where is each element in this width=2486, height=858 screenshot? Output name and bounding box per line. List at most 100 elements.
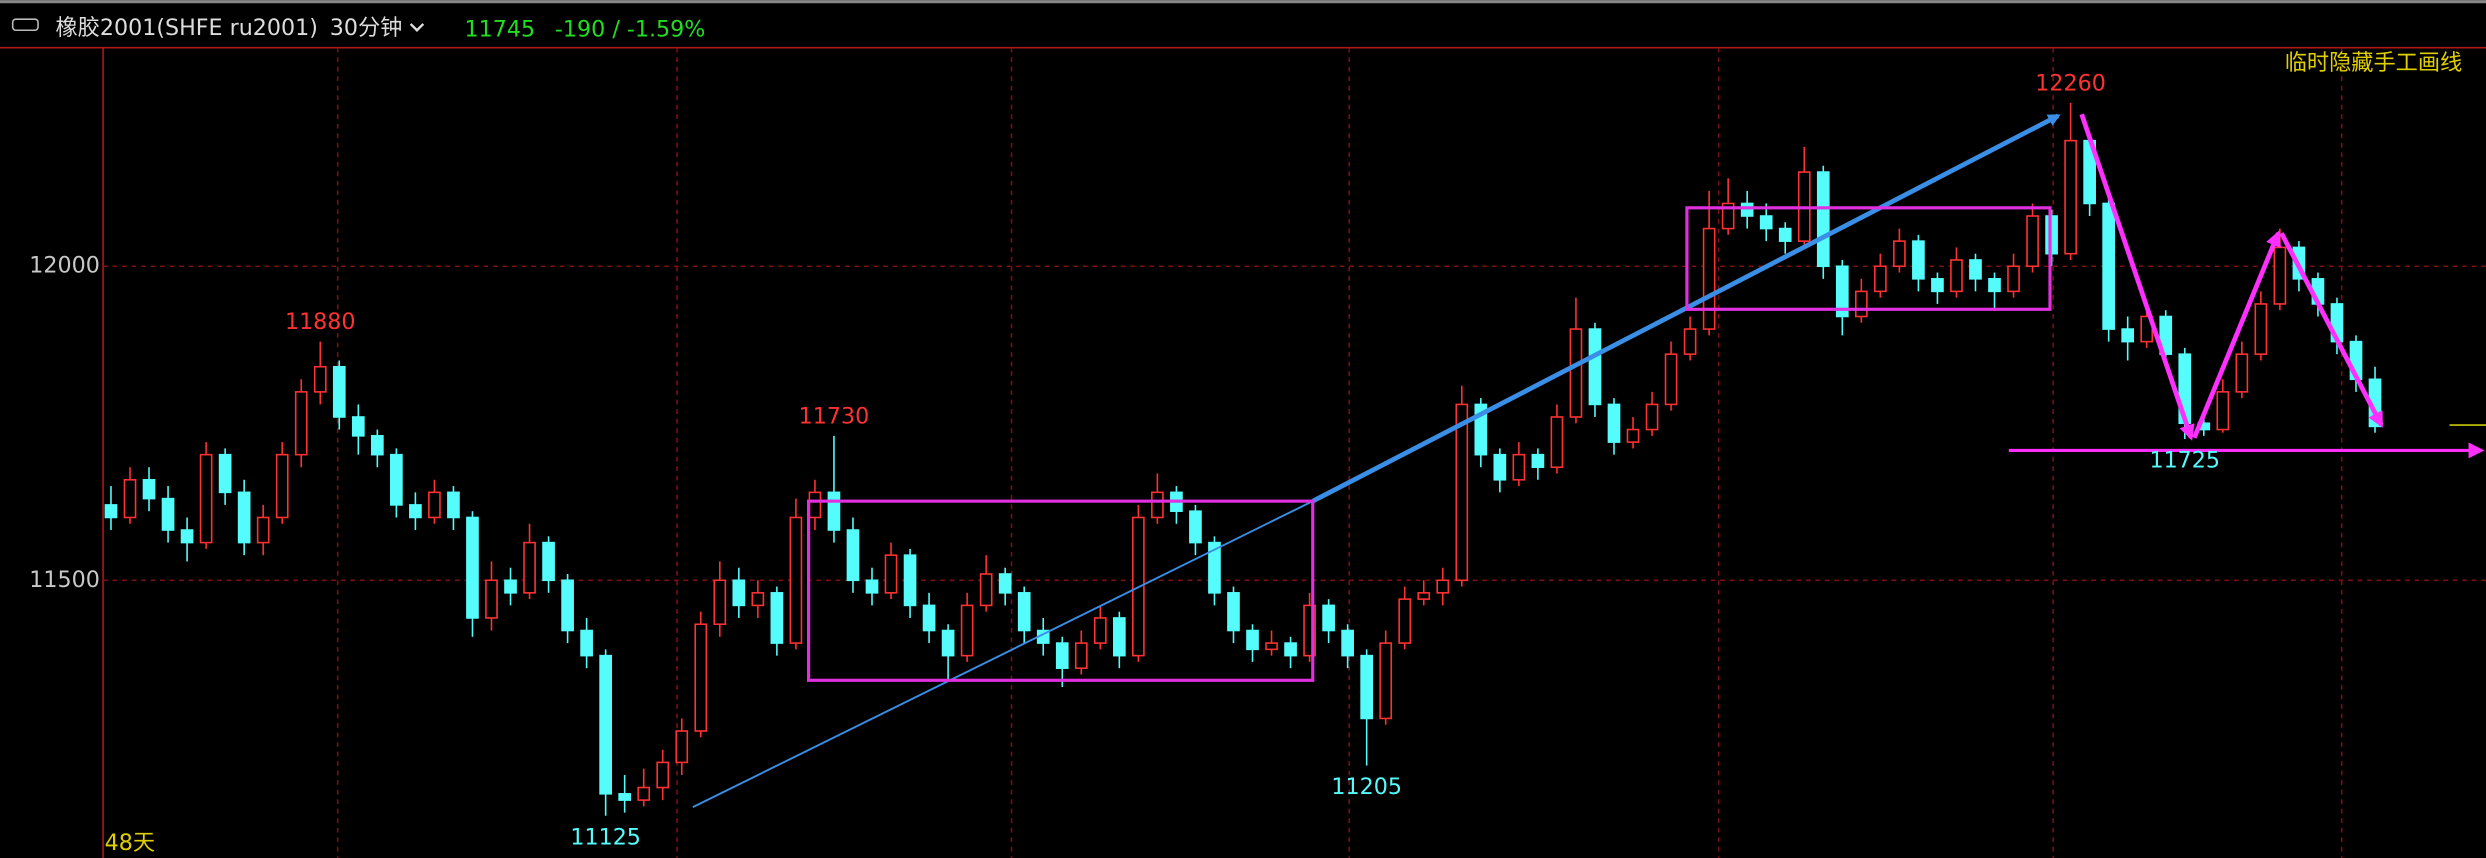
candle-body xyxy=(1417,592,1431,600)
candle-body xyxy=(884,554,898,594)
price-annotation: 11730 xyxy=(799,403,870,429)
candle-body xyxy=(1398,598,1412,644)
hide-drawings-button[interactable]: 临时隐藏手工画线 xyxy=(2285,50,2463,76)
candle-body xyxy=(2026,215,2039,268)
candle-body xyxy=(142,478,156,500)
candle-body xyxy=(1854,290,1868,318)
candle-body xyxy=(180,529,194,544)
candle-body xyxy=(903,554,917,607)
candle-body xyxy=(865,579,879,594)
price-annotation: 11880 xyxy=(285,309,356,335)
price-annotation: 11205 xyxy=(1331,774,1402,800)
candle-body xyxy=(294,391,308,456)
candle-body xyxy=(1721,202,1735,230)
candle-body xyxy=(161,497,175,531)
y-tick-label: 11500 xyxy=(29,567,100,593)
candle-body xyxy=(390,453,403,506)
candle-body xyxy=(1531,453,1545,469)
vertical-grid xyxy=(336,47,2343,858)
candle-body xyxy=(1988,278,2001,293)
candle-body xyxy=(1645,403,1659,431)
candle-body xyxy=(732,579,746,607)
candle-body xyxy=(1379,642,1393,720)
candle-body xyxy=(1607,403,1621,443)
candle-body xyxy=(694,623,708,732)
candle-body xyxy=(1360,654,1374,720)
candle-body xyxy=(466,516,479,619)
candle-body xyxy=(542,541,555,582)
candle-body xyxy=(1436,579,1450,594)
candle-body xyxy=(2273,246,2287,305)
candle-body xyxy=(370,435,384,456)
candle-body xyxy=(2064,139,2077,255)
candle-body xyxy=(580,629,593,657)
candle-body xyxy=(1512,453,1526,481)
candle-body xyxy=(941,629,955,657)
candle-body xyxy=(675,730,689,764)
candle-body xyxy=(713,579,727,626)
candle-body xyxy=(313,365,327,393)
candle-body xyxy=(1265,642,1278,651)
price-change: -190 / -1.59% xyxy=(555,17,705,43)
wave-arrow xyxy=(2079,113,2195,441)
candle-body xyxy=(1759,215,1773,230)
candle-body xyxy=(1950,259,1963,293)
candle-body xyxy=(599,654,612,795)
candle-body xyxy=(1816,171,1830,268)
candle-body xyxy=(2159,315,2173,355)
candle-body xyxy=(2235,353,2249,393)
candle-body xyxy=(979,573,993,607)
candle-body xyxy=(332,365,346,418)
candle-body xyxy=(2216,391,2230,431)
candle-body xyxy=(504,579,517,594)
days-label: 48天 xyxy=(105,830,155,856)
period[interactable]: 30分钟 xyxy=(330,15,403,41)
candle-body xyxy=(1227,592,1240,632)
y-tick-label: 12000 xyxy=(29,253,100,279)
candle-body xyxy=(960,604,974,657)
period-dropdown[interactable] xyxy=(409,23,425,32)
plot xyxy=(103,102,2486,816)
candle-body xyxy=(1683,328,1697,355)
candle-body xyxy=(1246,629,1259,651)
candle-body xyxy=(1664,353,1678,406)
candle-body xyxy=(523,541,536,594)
candle-body xyxy=(485,579,498,619)
candle-body xyxy=(1455,403,1469,582)
candle-body xyxy=(1322,604,1335,632)
candle-body xyxy=(256,516,270,544)
candle-body xyxy=(637,786,651,801)
candle-body xyxy=(808,491,822,519)
candle-body xyxy=(218,453,232,494)
candle-body xyxy=(1740,202,1754,217)
candle-body xyxy=(1702,227,1716,330)
trend-line xyxy=(692,500,1314,808)
wave-arrow xyxy=(2192,230,2281,439)
link-icon[interactable] xyxy=(11,18,39,32)
candle-body xyxy=(1074,642,1088,669)
candle-body xyxy=(1093,617,1107,644)
candle-body xyxy=(447,491,460,519)
range-box xyxy=(1685,206,2052,311)
last-price: 11745 xyxy=(465,17,536,43)
candle-body xyxy=(998,573,1012,594)
candle-body xyxy=(428,491,441,519)
candle-body xyxy=(1835,265,1849,318)
candle-body xyxy=(1112,617,1126,657)
candle-body xyxy=(1778,227,1792,242)
candle-body xyxy=(409,504,422,519)
instrument: 橡胶2001(SHFE ru2001) xyxy=(55,15,317,41)
candle-body xyxy=(1969,259,1982,280)
candle-body xyxy=(1303,604,1316,657)
price-annotation: 11725 xyxy=(2149,448,2220,474)
wave-arrow xyxy=(2279,232,2384,428)
candle-body xyxy=(2102,202,2116,330)
candle-body xyxy=(1893,240,1906,268)
candle-body xyxy=(275,453,289,519)
candle-body xyxy=(1055,642,1069,669)
candle-body xyxy=(1474,403,1488,456)
candle-body xyxy=(104,504,118,519)
candle-body xyxy=(1569,328,1583,418)
candle-body xyxy=(656,761,670,789)
